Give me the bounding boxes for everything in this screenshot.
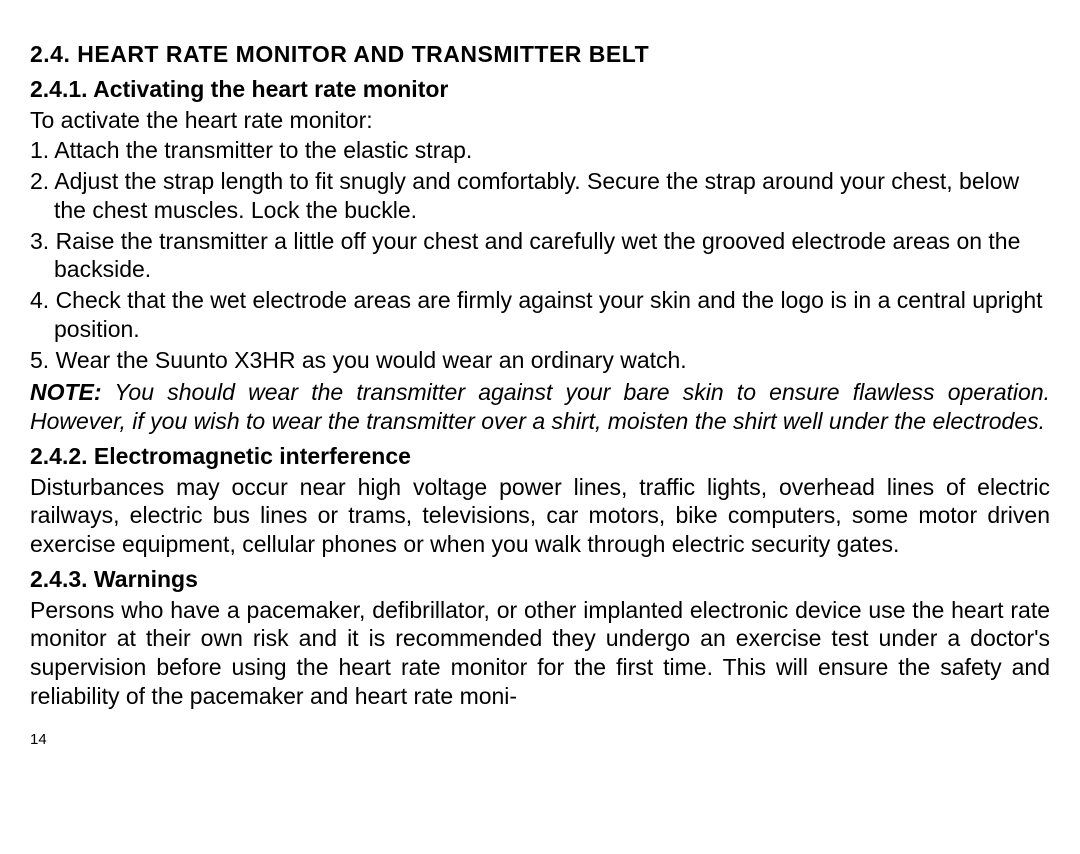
list-item: 1. Attach the transmitter to the elastic…: [30, 136, 1050, 165]
list-item: 3. Raise the transmitter a little off yo…: [30, 227, 1050, 285]
sub-heading-241: 2.4.1. Activating the heart rate monitor: [30, 75, 1050, 104]
emi-body: Disturbances may occur near high voltage…: [30, 473, 1050, 559]
note-body: You should wear the transmitter against …: [30, 379, 1050, 434]
note-block: NOTE: You should wear the transmitter ag…: [30, 378, 1050, 436]
page-number: 14: [30, 731, 1050, 750]
list-item: 4. Check that the wet electrode areas ar…: [30, 286, 1050, 344]
section-heading: 2.4. HEART RATE MONITOR AND TRANSMITTER …: [30, 40, 1050, 69]
intro-text: To activate the heart rate monitor:: [30, 106, 1050, 135]
sub-heading-242: 2.4.2. Electromagnetic interference: [30, 442, 1050, 471]
note-label: NOTE:: [30, 379, 102, 405]
list-item: 2. Adjust the strap length to fit snugly…: [30, 167, 1050, 225]
sub-heading-243: 2.4.3. Warnings: [30, 565, 1050, 594]
activation-steps-list: 1. Attach the transmitter to the elastic…: [30, 136, 1050, 374]
warnings-body: Persons who have a pacemaker, defibrilla…: [30, 596, 1050, 711]
list-item: 5. Wear the Suunto X3HR as you would wea…: [30, 346, 1050, 375]
